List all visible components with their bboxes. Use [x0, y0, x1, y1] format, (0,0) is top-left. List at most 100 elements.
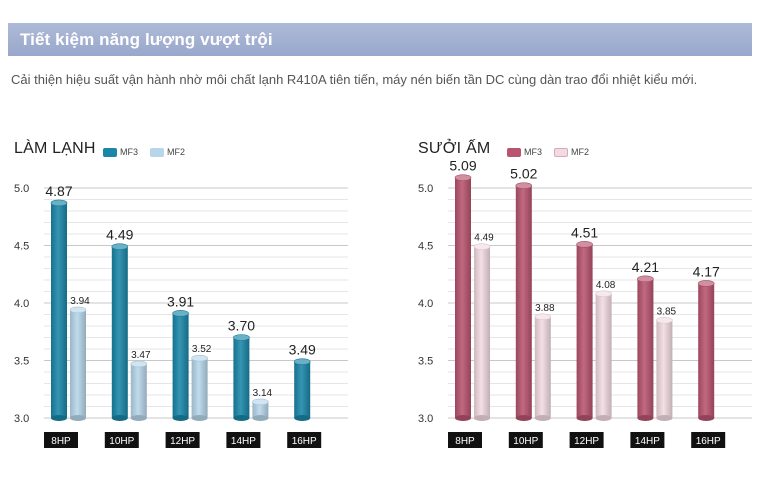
bar-mf2-12HP [595, 293, 612, 418]
bar-mf3-10HP [515, 185, 532, 418]
bar-mf2-cap-8HP [473, 243, 491, 250]
legend-swatch-mf3 [103, 147, 117, 157]
bar-mf2-base-8HP [474, 415, 490, 421]
bar-mf3-cap-8HP [454, 174, 472, 181]
x-tick-label: 12HP [574, 436, 599, 447]
y-tick-label: 3.5 [418, 356, 433, 368]
bar-mf3-12HP [172, 313, 189, 418]
data-label-mf2-14HP: 3.85 [657, 306, 677, 317]
bar-mf2-base-14HP [252, 415, 269, 421]
data-label-mf2-8HP: 4.49 [474, 233, 494, 244]
bar-mf2-base-14HP [656, 415, 673, 421]
heating-chart: SƯỞI ẤM MF3 MF2 3.0 3.5 4.0 4.5 5.0 5.09 4.49 8… [412, 132, 757, 472]
heating-legend: MF3 MF2 [507, 147, 589, 157]
y-tick-label: 3.5 [14, 356, 29, 368]
bar-mf3-base-8HP [455, 415, 471, 421]
category-tag-16HP [287, 432, 322, 448]
bar-mf3-base-10HP [111, 415, 128, 421]
legend-item-mf2: MF2 [150, 147, 185, 157]
heating-chart-title: SƯỞI ẤM [418, 140, 491, 157]
legend-label-mf2: MF2 [167, 147, 185, 157]
category-tag-14HP [630, 432, 665, 448]
bar-mf3-base-8HP [51, 415, 67, 421]
category-tag-14HP [226, 432, 261, 448]
bar-mf2-cap-12HP [595, 290, 612, 298]
bar-mf3-8HP [51, 202, 67, 418]
legend-swatch-mf3 [507, 147, 521, 157]
bar-mf3-14HP [233, 337, 250, 418]
category-tag-16HP [691, 432, 726, 448]
heating-chart-plot: 3.0 3.5 4.0 4.5 5.0 5.09 4.49 8HP 5.02 3.88 10HP 4.… [418, 158, 752, 448]
legend-label-mf3: MF3 [120, 147, 138, 157]
x-tick-label: 14HP [231, 436, 256, 447]
bar-mf2-cap-8HP [69, 306, 87, 314]
data-label-mf3-8HP: 4.87 [45, 183, 72, 199]
section-banner: Tiết kiệm năng lượng vượt trội [8, 23, 752, 56]
bar-mf2-8HP [70, 309, 86, 418]
y-tick-label: 4.5 [14, 241, 29, 253]
bar-mf3-cap-10HP [515, 182, 533, 190]
bar-mf3-base-12HP [576, 415, 593, 421]
bar-mf3-cap-16HP [697, 280, 715, 287]
bar-mf3-base-14HP [233, 415, 250, 421]
bar-mf2-cap-14HP [656, 316, 673, 324]
data-label-mf2-8HP: 3.94 [70, 296, 90, 307]
legend-label-mf3: MF3 [524, 147, 542, 157]
bar-mf3-16HP [294, 361, 311, 418]
bar-mf3-base-16HP [294, 415, 311, 421]
legend-swatch-mf2 [554, 147, 568, 157]
bar-mf2-cap-10HP [534, 313, 552, 321]
bar-mf2-cap-14HP [252, 398, 269, 406]
x-tick-label: 14HP [635, 436, 660, 447]
bar-mf3-base-10HP [515, 415, 532, 421]
cooling-legend: MF3 MF2 [103, 147, 185, 157]
data-label-mf2-14HP: 3.14 [253, 388, 273, 399]
data-label-mf3-16HP: 3.49 [289, 342, 316, 358]
bar-mf3-cap-10HP [111, 243, 129, 250]
data-label-mf2-10HP: 3.88 [535, 303, 555, 314]
bar-mf2-base-12HP [595, 415, 612, 421]
x-tick-label: 16HP [292, 436, 317, 447]
bar-mf2-base-10HP [130, 415, 147, 421]
bar-mf2-12HP [191, 358, 208, 418]
y-tick-label: 5.0 [14, 183, 29, 195]
legend-swatch-mf2 [150, 147, 164, 157]
data-label-mf2-12HP: 3.52 [192, 344, 212, 355]
legend-label-mf2: MF2 [571, 147, 589, 157]
cooling-chart-plot: 3.0 3.5 4.0 4.5 5.0 4.87 3.94 8HP 4.49 3.47 10HP 3.… [14, 183, 348, 448]
bar-mf3-16HP [698, 283, 715, 418]
data-label-mf3-12HP: 4.51 [571, 224, 598, 240]
legend-item-mf3: MF3 [507, 147, 542, 157]
bar-mf2-14HP [252, 401, 269, 418]
data-label-mf3-16HP: 4.17 [693, 263, 720, 279]
legend-item-mf3: MF3 [103, 147, 138, 157]
bar-mf2-cap-12HP [191, 354, 208, 362]
category-tag-8HP [44, 432, 78, 448]
x-tick-label: 10HP [109, 436, 134, 447]
cooling-chart: LÀM LẠNH MF3 MF2 3.0 3.5 4.0 4.5 5.0 4.87 3.94… [8, 132, 353, 472]
section-description: Cải thiện hiệu suất vận hành nhờ môi chấ… [11, 72, 698, 87]
y-tick-label: 5.0 [418, 183, 433, 195]
bar-mf2-10HP [130, 363, 147, 418]
data-label-mf3-14HP: 3.70 [228, 318, 255, 334]
bar-mf3-cap-12HP [172, 310, 189, 317]
y-tick-label: 3.0 [418, 413, 433, 425]
bar-mf3-base-16HP [698, 415, 715, 421]
bar-mf3-10HP [111, 246, 128, 418]
bar-mf3-cap-16HP [293, 358, 311, 365]
x-tick-label: 12HP [170, 436, 195, 447]
data-label-mf3-8HP: 5.09 [449, 158, 476, 174]
category-tag-10HP [104, 432, 139, 448]
bar-mf2-8HP [474, 246, 490, 418]
data-label-mf2-10HP: 3.47 [131, 350, 151, 361]
bar-mf3-12HP [576, 244, 593, 418]
y-tick-label: 4.0 [14, 298, 29, 310]
bar-mf3-14HP [637, 278, 654, 418]
bar-mf3-8HP [455, 177, 471, 418]
x-tick-label: 8HP [455, 436, 475, 447]
category-tag-8HP [448, 432, 482, 448]
bar-mf2-base-8HP [70, 415, 86, 421]
bar-mf3-cap-14HP [637, 275, 654, 283]
cooling-chart-title: LÀM LẠNH [14, 140, 96, 157]
category-tag-12HP [569, 432, 604, 448]
